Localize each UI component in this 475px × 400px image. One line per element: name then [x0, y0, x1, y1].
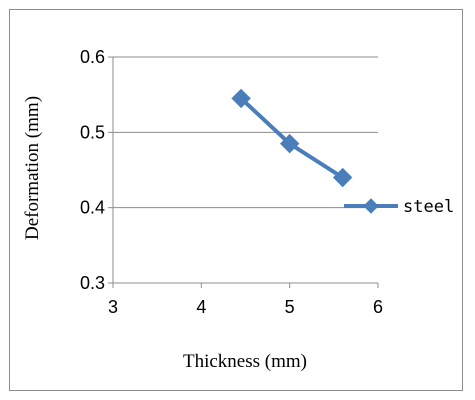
data-series	[231, 88, 353, 188]
x-axis-title: Thickness (mm)	[183, 351, 307, 372]
data-point-marker	[279, 133, 300, 154]
axes	[108, 56, 379, 288]
x-tick-label: 4	[196, 297, 206, 317]
x-tick-label: 5	[285, 297, 295, 317]
legend-marker	[363, 198, 379, 214]
gridlines	[113, 56, 378, 209]
legend: steel	[344, 197, 454, 217]
x-tick-label: 6	[373, 297, 383, 317]
y-axis-title: Deformation (mm)	[22, 96, 43, 240]
data-point-marker	[332, 167, 353, 188]
y-tick-label: 0.4	[80, 198, 105, 218]
y-tick-labels: 0.3 0.4 0.5 0.6	[80, 47, 105, 293]
y-tick-label: 0.5	[80, 122, 105, 142]
chart-frame	[9, 9, 463, 391]
y-tick-label: 0.6	[80, 47, 105, 67]
x-tick-label: 3	[108, 297, 118, 317]
legend-label: steel	[403, 197, 454, 217]
x-tick-labels: 3 4 5 6	[108, 297, 383, 317]
y-tick-label: 0.3	[80, 273, 105, 293]
data-point-marker	[231, 88, 251, 109]
